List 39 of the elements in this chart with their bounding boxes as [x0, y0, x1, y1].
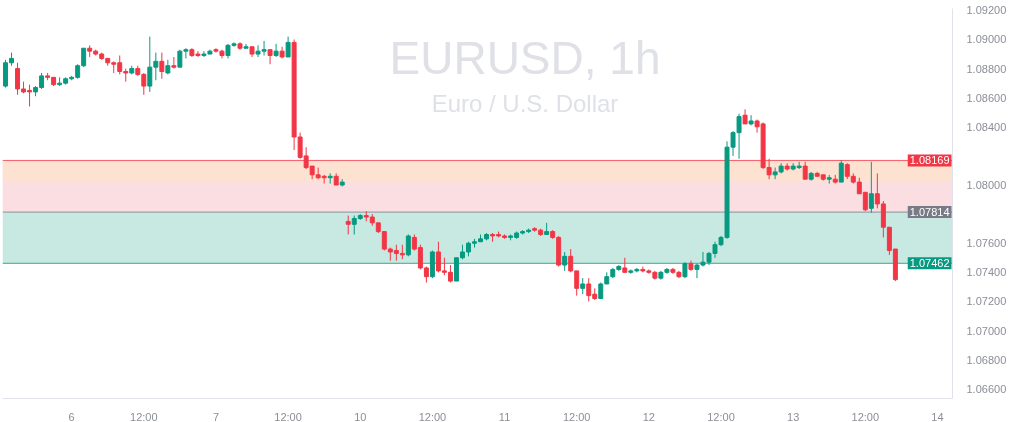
x-tick-label: 11: [498, 410, 511, 422]
x-tick-label: 12:00: [851, 410, 880, 422]
y-tick-label: 1.08400: [966, 120, 1007, 133]
y-tick-label: 1.08800: [966, 62, 1007, 75]
candlestick: [327, 172, 333, 185]
y-tick-label: 1.07400: [966, 266, 1007, 279]
candlestick: [243, 43, 249, 49]
y-tick-label: 1.06800: [966, 353, 1007, 366]
x-tick-label: 12:00: [707, 410, 735, 422]
y-tick-label: 1.08600: [966, 91, 1007, 104]
y-tick-label: 1.08000: [966, 179, 1007, 192]
candlestick: [838, 159, 844, 183]
x-tick-label: 10: [354, 410, 367, 422]
y-tick-label: 1.09000: [966, 33, 1007, 46]
candlestick: [345, 215, 351, 235]
x-tick-label: 12:00: [418, 410, 447, 422]
candlestick: [171, 56, 177, 70]
x-tick-label: 12: [642, 410, 655, 422]
x-tick-label: 12:00: [274, 410, 302, 422]
candlestick: [748, 114, 754, 126]
x-tick-label: 6: [68, 410, 75, 422]
x-tick-label: 7: [212, 410, 220, 422]
candlestick: [267, 49, 273, 65]
y-tick-label: 1.07000: [966, 324, 1007, 337]
x-tick-label: 12:00: [130, 410, 158, 422]
ref-line-label: 1.08169: [909, 154, 950, 167]
candlestick: [159, 52, 165, 80]
candlestick: [868, 161, 874, 214]
ref-line-label: 1.07462: [909, 257, 950, 270]
candlestick: [285, 36, 291, 58]
x-tick-label: 13: [787, 410, 800, 422]
y-tick-label: 1.07600: [966, 237, 1007, 250]
x-tick-label: 14: [931, 410, 944, 422]
y-tick-label: 1.06600: [966, 382, 1007, 395]
y-tick-label: 1.09200: [966, 4, 1007, 17]
candlestick: [273, 43, 279, 58]
x-tick-label: 12:00: [562, 410, 591, 422]
y-tick-label: 1.07200: [966, 295, 1007, 308]
ref-line-label: 1.07814: [909, 206, 950, 219]
